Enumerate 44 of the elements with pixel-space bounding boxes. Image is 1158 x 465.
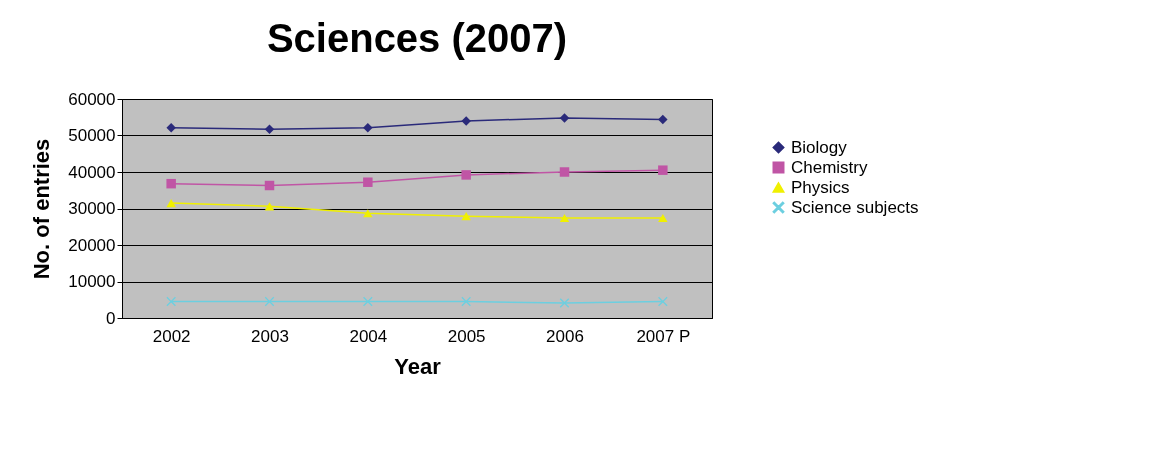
legend-label: Physics [791, 177, 850, 197]
point [166, 198, 176, 208]
y-tick-label: 30000 [68, 199, 116, 218]
y-tick-label: 50000 [68, 126, 116, 145]
point [264, 124, 275, 135]
point [658, 296, 668, 307]
y-tick-label: 0 [106, 308, 116, 328]
point [559, 113, 570, 123]
point [264, 202, 275, 211]
point [658, 213, 668, 223]
x-tick-label: 2003 [251, 326, 289, 346]
legend-label: Biology [791, 137, 848, 157]
point [461, 296, 471, 307]
point [658, 114, 668, 125]
x-tick-label: 2006 [546, 326, 584, 346]
y-tick-label: 20000 [68, 235, 116, 255]
point [363, 209, 373, 218]
x-axis-title: Year [394, 353, 442, 379]
point [559, 298, 570, 308]
legend-label: Chemistry [791, 157, 869, 177]
point [166, 178, 176, 189]
legend-label: Science subjects [791, 197, 919, 217]
point [264, 180, 275, 191]
y-tick-label: 60000 [68, 89, 116, 109]
x-tick-label: 2005 [447, 326, 486, 346]
point [166, 123, 176, 133]
point [264, 296, 275, 307]
point [461, 212, 471, 221]
y-axis-title: No. of entries [29, 138, 55, 280]
y-tick-label: 40000 [68, 162, 116, 182]
y-tick-label: 10000 [68, 272, 116, 291]
chart-title: Sciences (2007) [266, 16, 568, 60]
x-tick-label: 2007 P [636, 326, 691, 346]
point [461, 170, 471, 180]
x-tick-label: 2002 [152, 326, 191, 346]
point [363, 123, 373, 133]
point [658, 165, 668, 175]
point [559, 213, 570, 223]
x-tick-label: 2004 [349, 326, 388, 346]
point [166, 296, 176, 307]
point [559, 167, 570, 177]
point [363, 177, 373, 187]
point [363, 296, 373, 307]
point [461, 116, 471, 126]
